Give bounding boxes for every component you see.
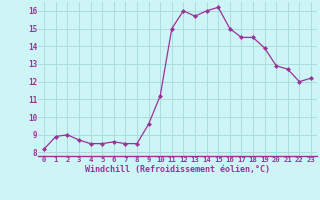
X-axis label: Windchill (Refroidissement éolien,°C): Windchill (Refroidissement éolien,°C) xyxy=(85,165,270,174)
